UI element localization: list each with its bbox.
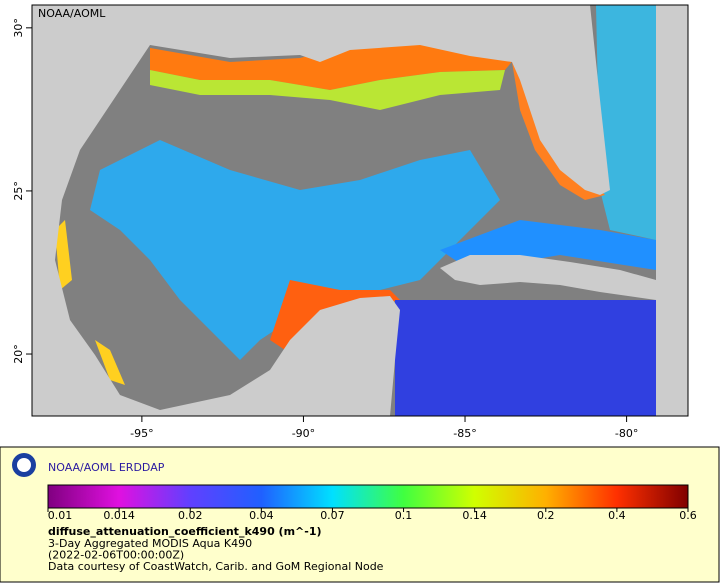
footer-panel bbox=[0, 446, 720, 583]
caption-line: Data courtesy of CoastWatch, Carib. and … bbox=[48, 560, 384, 573]
noaa-logo bbox=[17, 458, 31, 472]
caption-line: 3-Day Aggregated MODIS Aqua K490 bbox=[48, 537, 252, 550]
colorbar-tick-label: 0.014 bbox=[103, 509, 135, 522]
land bbox=[656, 5, 688, 416]
y-tick-label: 30° bbox=[12, 18, 25, 38]
y-tick-label: 25° bbox=[12, 181, 25, 201]
map bbox=[32, 5, 688, 416]
land bbox=[440, 255, 656, 300]
data-patch bbox=[150, 40, 515, 90]
data-patch bbox=[55, 220, 125, 385]
map-title: NOAA/AOML bbox=[38, 7, 106, 20]
x-tick-label: -90° bbox=[292, 427, 315, 440]
colorbar bbox=[47, 484, 689, 509]
colorbar-tick-label: 0.1 bbox=[395, 509, 413, 522]
colorbar-tick-label: 0.14 bbox=[462, 509, 487, 522]
x-tick-label: -85° bbox=[453, 427, 476, 440]
data-patch bbox=[395, 300, 656, 416]
caption-line: (2022-02-06T00:00:00Z) bbox=[48, 549, 184, 562]
x-tick-label: -95° bbox=[130, 427, 153, 440]
colorbar-tick-label: 0.6 bbox=[679, 509, 697, 522]
colorbar-tick-label: 0.04 bbox=[249, 509, 274, 522]
data-patch bbox=[90, 140, 500, 360]
data-patch bbox=[596, 5, 656, 240]
map-frame bbox=[31, 4, 689, 417]
colorbar-tick-label: 0.01 bbox=[48, 509, 73, 522]
colorbar-tick-label: 0.2 bbox=[537, 509, 555, 522]
land bbox=[32, 5, 610, 416]
brand-title: NOAA/AOML ERDDAP bbox=[48, 461, 165, 474]
x-tick-label: -80° bbox=[615, 427, 638, 440]
data-patch bbox=[150, 70, 505, 110]
variable-name: diffuse_attenuation_coefficient_k490 (m^… bbox=[48, 525, 322, 538]
colorbar-tick-label: 0.07 bbox=[320, 509, 345, 522]
y-tick-label: 20° bbox=[12, 344, 25, 364]
colorbar-tick-label: 0.02 bbox=[178, 509, 203, 522]
colorbar-tick-label: 0.4 bbox=[608, 509, 626, 522]
